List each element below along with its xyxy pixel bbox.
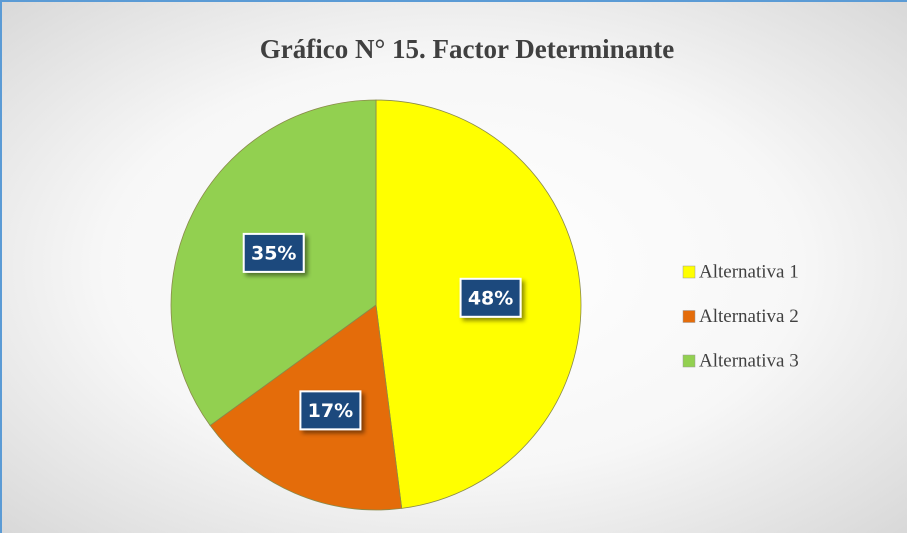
legend-swatch xyxy=(682,265,696,279)
labels: 48% 17% 35% xyxy=(242,232,522,431)
data-label-text: 48% xyxy=(468,287,513,309)
data-label-box xyxy=(459,277,522,318)
data-label: 17% xyxy=(299,390,362,431)
data-label-text: 17% xyxy=(308,400,353,422)
legend-label: Alternativa 2 xyxy=(699,306,799,327)
legend-label: Alternativa 3 xyxy=(699,350,799,371)
legend: Alternativa 1 Alternativa 2 Alternativa 3 xyxy=(682,261,799,371)
data-label: 35% xyxy=(242,232,305,273)
data-label-box xyxy=(242,232,305,273)
data-label: 48% xyxy=(459,277,522,318)
data-label-box xyxy=(299,390,362,431)
legend-swatch xyxy=(682,354,696,368)
legend-label: Alternativa 1 xyxy=(699,261,799,282)
chart-title: Gráfico N° 15. Factor Determinante xyxy=(260,34,674,64)
data-label-text: 35% xyxy=(251,242,296,264)
legend-swatch xyxy=(682,310,696,323)
